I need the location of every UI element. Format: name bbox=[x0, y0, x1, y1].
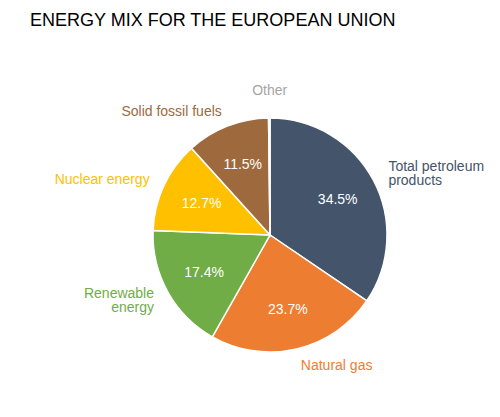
svg-text:Renewableenergy: Renewableenergy bbox=[84, 285, 154, 315]
svg-text:Nuclear energy: Nuclear energy bbox=[55, 171, 150, 187]
svg-text:Solid fossil fuels: Solid fossil fuels bbox=[121, 103, 221, 119]
svg-text:Other: Other bbox=[252, 82, 287, 98]
svg-text:11.5%: 11.5% bbox=[223, 156, 262, 172]
svg-text:34.5%: 34.5% bbox=[318, 191, 358, 207]
svg-text:Natural gas: Natural gas bbox=[301, 357, 373, 373]
svg-text:17.4%: 17.4% bbox=[184, 264, 224, 280]
svg-text:23.7%: 23.7% bbox=[268, 301, 308, 317]
svg-text:Total petroleumproducts: Total petroleumproducts bbox=[388, 158, 484, 188]
html-text:ENERGY MIX FOR THE EUROPEAN UN: ENERGY MIX FOR THE EUROPEAN UNION bbox=[30, 10, 396, 30]
svg-text:12.7%: 12.7% bbox=[182, 195, 222, 211]
